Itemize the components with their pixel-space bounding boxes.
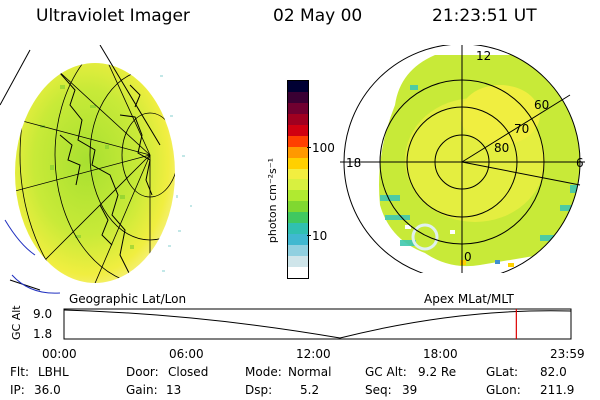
colorbar-segment xyxy=(288,81,308,92)
mlat-label-60: 60 xyxy=(534,98,549,112)
observation-time: 21:23:51 UT xyxy=(432,6,537,26)
globe-disk xyxy=(15,63,175,283)
altitude-curve xyxy=(63,309,572,339)
colorbar-tick-mark xyxy=(307,235,311,236)
door-label: Door: xyxy=(126,365,159,379)
seq-value: 39 xyxy=(402,383,418,397)
altitude-ytick-low: 1.8 xyxy=(33,327,52,341)
door-value: Closed xyxy=(168,365,209,379)
altitude-axis-label: GC Alt xyxy=(10,305,23,340)
mlt-label-6: 6 xyxy=(576,156,584,170)
colorbar-segment xyxy=(288,168,308,180)
image-title: Ultraviolet Imager xyxy=(36,6,190,26)
altitude-plot: GC Alt 9.0 1.8 xyxy=(10,305,572,341)
mlat-label-80: 80 xyxy=(494,141,509,155)
colorbar-segment xyxy=(288,201,308,213)
glon-label: GLon: xyxy=(486,383,521,397)
ip-value: 36.0 xyxy=(34,383,61,397)
colorbar-tick-10: 10 xyxy=(312,229,328,243)
ip-label: IP: xyxy=(10,383,25,397)
altitude-xtick: 18:00 xyxy=(423,347,458,361)
glon-value: 211.9 xyxy=(540,383,575,397)
filter-label: Flt: xyxy=(10,365,29,379)
colorbar-segment xyxy=(288,113,308,125)
mlt-label-18: 18 xyxy=(346,156,361,170)
gain-value: 13 xyxy=(166,383,182,397)
seq-label: Seq: xyxy=(365,383,392,397)
glat-value: 82.0 xyxy=(540,365,567,379)
filter-value: LBHL xyxy=(38,365,69,379)
colorbar-segment xyxy=(288,179,308,191)
colorbar-segment xyxy=(288,91,308,103)
colorbar-segment xyxy=(288,234,308,246)
colorbar-segment xyxy=(288,223,308,235)
colorbar-segment xyxy=(288,124,308,136)
colorbar-tick-mark xyxy=(307,147,311,148)
observation-date: 02 May 00 xyxy=(273,6,363,26)
colorbar-segment xyxy=(288,102,308,114)
polar-image: 12 18 6 0 60 70 80 xyxy=(340,45,585,273)
altitude-xtick: 06:00 xyxy=(169,347,204,361)
colorbar-segment xyxy=(288,266,308,278)
gc-alt-value: 9.2 Re xyxy=(418,365,457,379)
geographic-image xyxy=(0,45,192,294)
mode-value: Normal xyxy=(288,365,332,379)
colorbar-segment xyxy=(288,256,308,267)
gc-alt-label: GC Alt: xyxy=(365,365,407,379)
geographic-caption: Geographic Lat/Lon xyxy=(69,292,187,306)
mlat-label-70: 70 xyxy=(514,122,529,136)
colorbar xyxy=(287,80,309,279)
polar-caption: Apex MLat/MLT xyxy=(424,292,514,306)
colorbar-units: photon cm⁻²s⁻¹ xyxy=(266,158,279,243)
glat-label: GLat: xyxy=(486,365,519,379)
colorbar-segment xyxy=(288,135,308,147)
colorbar-tick-100: 100 xyxy=(312,141,335,155)
mode-label: Mode: xyxy=(245,365,282,379)
gain-label: Gain: xyxy=(126,383,158,397)
colorbar-segment xyxy=(288,190,308,202)
mlt-label-0: 0 xyxy=(464,250,472,264)
altitude-ytick-high: 9.0 xyxy=(33,307,52,321)
colorbar-segment xyxy=(288,157,308,169)
altitude-xtick: 12:00 xyxy=(296,347,331,361)
colorbar-labels: photon cm⁻²s⁻¹ xyxy=(266,158,279,243)
altitude-xtick: 00:00 xyxy=(42,347,77,361)
dsp-label: Dsp: xyxy=(245,383,273,397)
altitude-xtick: 23:59 xyxy=(550,347,585,361)
colorbar-segment xyxy=(288,212,308,224)
colorbar-segment xyxy=(288,245,308,256)
colorbar-segment xyxy=(288,146,308,158)
dsp-value: 5.2 xyxy=(300,383,320,397)
mlt-label-12: 12 xyxy=(476,49,491,63)
